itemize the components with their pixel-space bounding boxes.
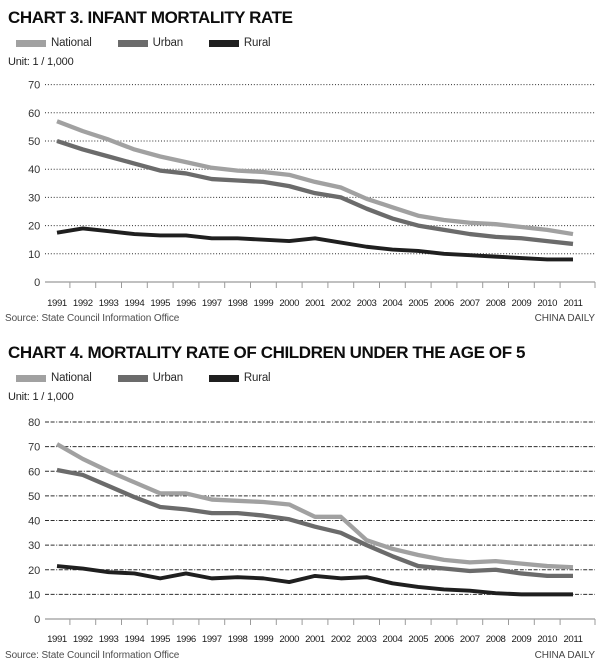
x-tick-label: 2011 xyxy=(563,298,582,309)
chart4-source-row: Source: State Council Information Office… xyxy=(5,650,595,662)
y-tick-label: 20 xyxy=(28,221,40,233)
x-tick-label: 2002 xyxy=(331,634,351,645)
rural-line-swatch-icon xyxy=(208,374,239,382)
urban-line-swatch-icon xyxy=(117,374,148,382)
x-tick-label: 1997 xyxy=(202,634,222,645)
chart4-legend: National Urban Rural xyxy=(16,372,600,384)
national-line-swatch-icon xyxy=(16,374,46,382)
y-tick-label: 10 xyxy=(28,249,40,261)
under5-mortality-chart-section: CHART 4. MORTALITY RATE OF CHILDREN UNDE… xyxy=(0,344,600,662)
x-tick-label: 2000 xyxy=(279,634,299,645)
x-tick-label: 1991 xyxy=(47,298,67,309)
x-tick-label: 1997 xyxy=(202,298,222,309)
y-tick-label: 70 xyxy=(28,442,40,454)
y-tick-label: 0 xyxy=(34,614,40,626)
legend-item-urban: Urban xyxy=(117,372,184,384)
x-tick-label: 2008 xyxy=(486,298,506,309)
series-line-urban xyxy=(56,138,574,247)
legend-item-rural: Rural xyxy=(208,37,271,49)
source-text: Source: State Council Information Office xyxy=(5,313,180,324)
y-tick-label: 30 xyxy=(28,540,40,552)
x-tick-label: 2007 xyxy=(460,298,480,309)
series-line-national xyxy=(55,442,574,570)
y-tick-label: 60 xyxy=(28,108,40,120)
y-tick-label: 70 xyxy=(28,80,40,92)
chart4-unit-label: Unit: 1 / 1,000 xyxy=(8,391,74,403)
x-tick-label: 2000 xyxy=(279,298,299,309)
series-line-urban xyxy=(56,467,573,579)
x-tick-label: 1993 xyxy=(99,634,119,645)
y-tick-label: 10 xyxy=(28,589,40,601)
legend-item-national: National xyxy=(16,37,92,49)
credit-text: CHINA DAILY xyxy=(534,313,596,324)
x-tick-label: 1995 xyxy=(150,634,170,645)
x-tick-label: 2004 xyxy=(383,298,404,309)
x-tick-label: 1991 xyxy=(47,634,67,645)
y-tick-label: 40 xyxy=(28,164,40,176)
x-tick-label: 2009 xyxy=(512,634,532,645)
rural-line-swatch-icon xyxy=(208,39,239,47)
chart4-title: CHART 4. MORTALITY RATE OF CHILDREN UNDE… xyxy=(8,343,526,362)
x-tick-label: 2006 xyxy=(434,634,454,645)
infant-mortality-chart-section: CHART 3. INFANT MORTALITY RATE National … xyxy=(0,9,600,325)
x-tick-label: 2001 xyxy=(305,634,325,645)
x-tick-label: 2005 xyxy=(408,634,428,645)
x-tick-label: 2009 xyxy=(512,298,532,309)
series-line-national xyxy=(56,119,574,237)
x-tick-label: 1999 xyxy=(254,298,274,309)
y-tick-label: 0 xyxy=(34,277,40,289)
chart3-source-row: Source: State Council Information Office… xyxy=(5,313,595,325)
chart3-plot: 0 10 20 30 40 50 60 70 1991 1992 1993 1994 1995 1996 1… xyxy=(28,80,596,309)
y-tick-label: 80 xyxy=(28,417,40,429)
credit-text: CHINA DAILY xyxy=(534,650,596,661)
x-tick-label: 1994 xyxy=(125,634,146,645)
chart4-plot: 0 10 20 30 40 50 60 70 80 1991 1992 1993 1994 1995 199… xyxy=(28,417,596,645)
chart3-legend: National Urban Rural xyxy=(16,37,600,49)
y-tick-label: 50 xyxy=(28,491,40,503)
legend-label-national: National xyxy=(51,372,92,384)
x-tick-label: 1994 xyxy=(125,298,146,309)
legend-label-urban: Urban xyxy=(152,372,184,384)
x-tick-label: 1995 xyxy=(150,298,170,309)
legend-label-rural: Rural xyxy=(243,372,271,384)
y-tick-label: 30 xyxy=(28,192,40,204)
x-tick-label: 2002 xyxy=(331,298,351,309)
x-tick-label: 1992 xyxy=(73,634,93,645)
chart3-title: CHART 3. INFANT MORTALITY RATE xyxy=(8,8,293,27)
x-tick-label: 2011 xyxy=(563,634,582,645)
x-tick-label: 2003 xyxy=(357,634,377,645)
legend-item-rural: Rural xyxy=(208,372,271,384)
x-tick-label: 1996 xyxy=(176,298,196,309)
legend-item-urban: Urban xyxy=(117,37,184,49)
y-tick-label: 20 xyxy=(28,565,40,577)
x-tick-label: 2010 xyxy=(537,298,557,309)
x-tick-label: 1996 xyxy=(176,634,196,645)
legend-label-rural: Rural xyxy=(243,37,271,49)
x-tick-label: 1992 xyxy=(73,298,93,309)
x-tick-label: 1998 xyxy=(228,634,248,645)
x-tick-label: 1998 xyxy=(228,298,248,309)
x-tick-label: 2001 xyxy=(305,298,325,309)
x-tick-label: 2007 xyxy=(460,634,480,645)
x-tick-label: 2008 xyxy=(486,634,506,645)
y-tick-label: 40 xyxy=(28,516,40,528)
x-tick-label: 2003 xyxy=(357,298,377,309)
legend-label-national: National xyxy=(51,37,92,49)
x-tick-label: 2006 xyxy=(434,298,454,309)
urban-line-swatch-icon xyxy=(117,39,148,47)
chart3-unit-label: Unit: 1 / 1,000 xyxy=(8,56,74,68)
y-tick-label: 60 xyxy=(28,466,40,478)
x-tick-label: 2010 xyxy=(537,634,557,645)
y-tick-label: 50 xyxy=(28,136,40,148)
x-tick-label: 1993 xyxy=(99,298,119,309)
x-tick-label: 2004 xyxy=(383,634,404,645)
national-line-swatch-icon xyxy=(16,39,46,47)
x-tick-label: 1999 xyxy=(254,634,274,645)
series-line-rural xyxy=(56,564,573,597)
x-tick-label: 2005 xyxy=(408,298,428,309)
legend-label-urban: Urban xyxy=(152,37,184,49)
series-line-rural xyxy=(56,226,573,262)
legend-item-national: National xyxy=(16,372,92,384)
source-text: Source: State Council Information Office xyxy=(5,650,180,661)
